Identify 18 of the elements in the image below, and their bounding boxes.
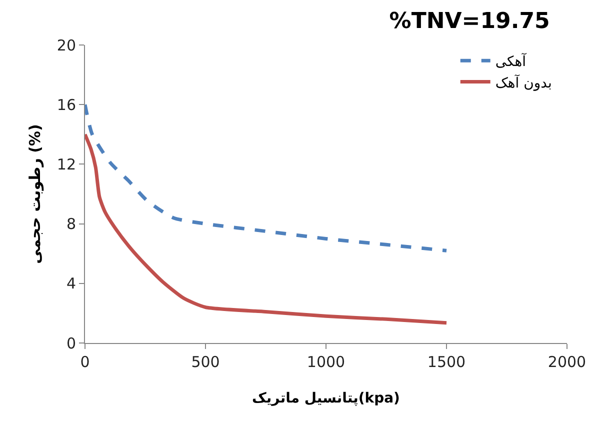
x-tick-label: 500	[191, 353, 220, 371]
y-tick-label: 4	[66, 274, 76, 293]
line-series	[85, 132, 448, 325]
x-tick-label: 0	[80, 353, 90, 371]
y-tick-label: 16	[56, 96, 76, 114]
x-tick-label: 1500	[427, 353, 466, 371]
y-axis-title: رطوبت حجمی (%)	[26, 124, 44, 264]
y-tick-label: 8	[66, 215, 76, 234]
chart-title: %TNV=19.75	[389, 9, 550, 34]
legend-label: بدون آهک	[495, 73, 552, 92]
y-tick-label: 20	[56, 36, 76, 54]
legend-label: آهکی	[495, 52, 528, 70]
y-tick-label: 12	[56, 155, 76, 174]
x-tick-label: 2000	[548, 353, 586, 371]
y-tick-label: 0	[66, 334, 76, 352]
x-tick-label: 1000	[306, 353, 346, 371]
x-axis-title: پتانسیل ماتریک(kpa)	[252, 390, 400, 406]
line-series	[85, 102, 448, 252]
